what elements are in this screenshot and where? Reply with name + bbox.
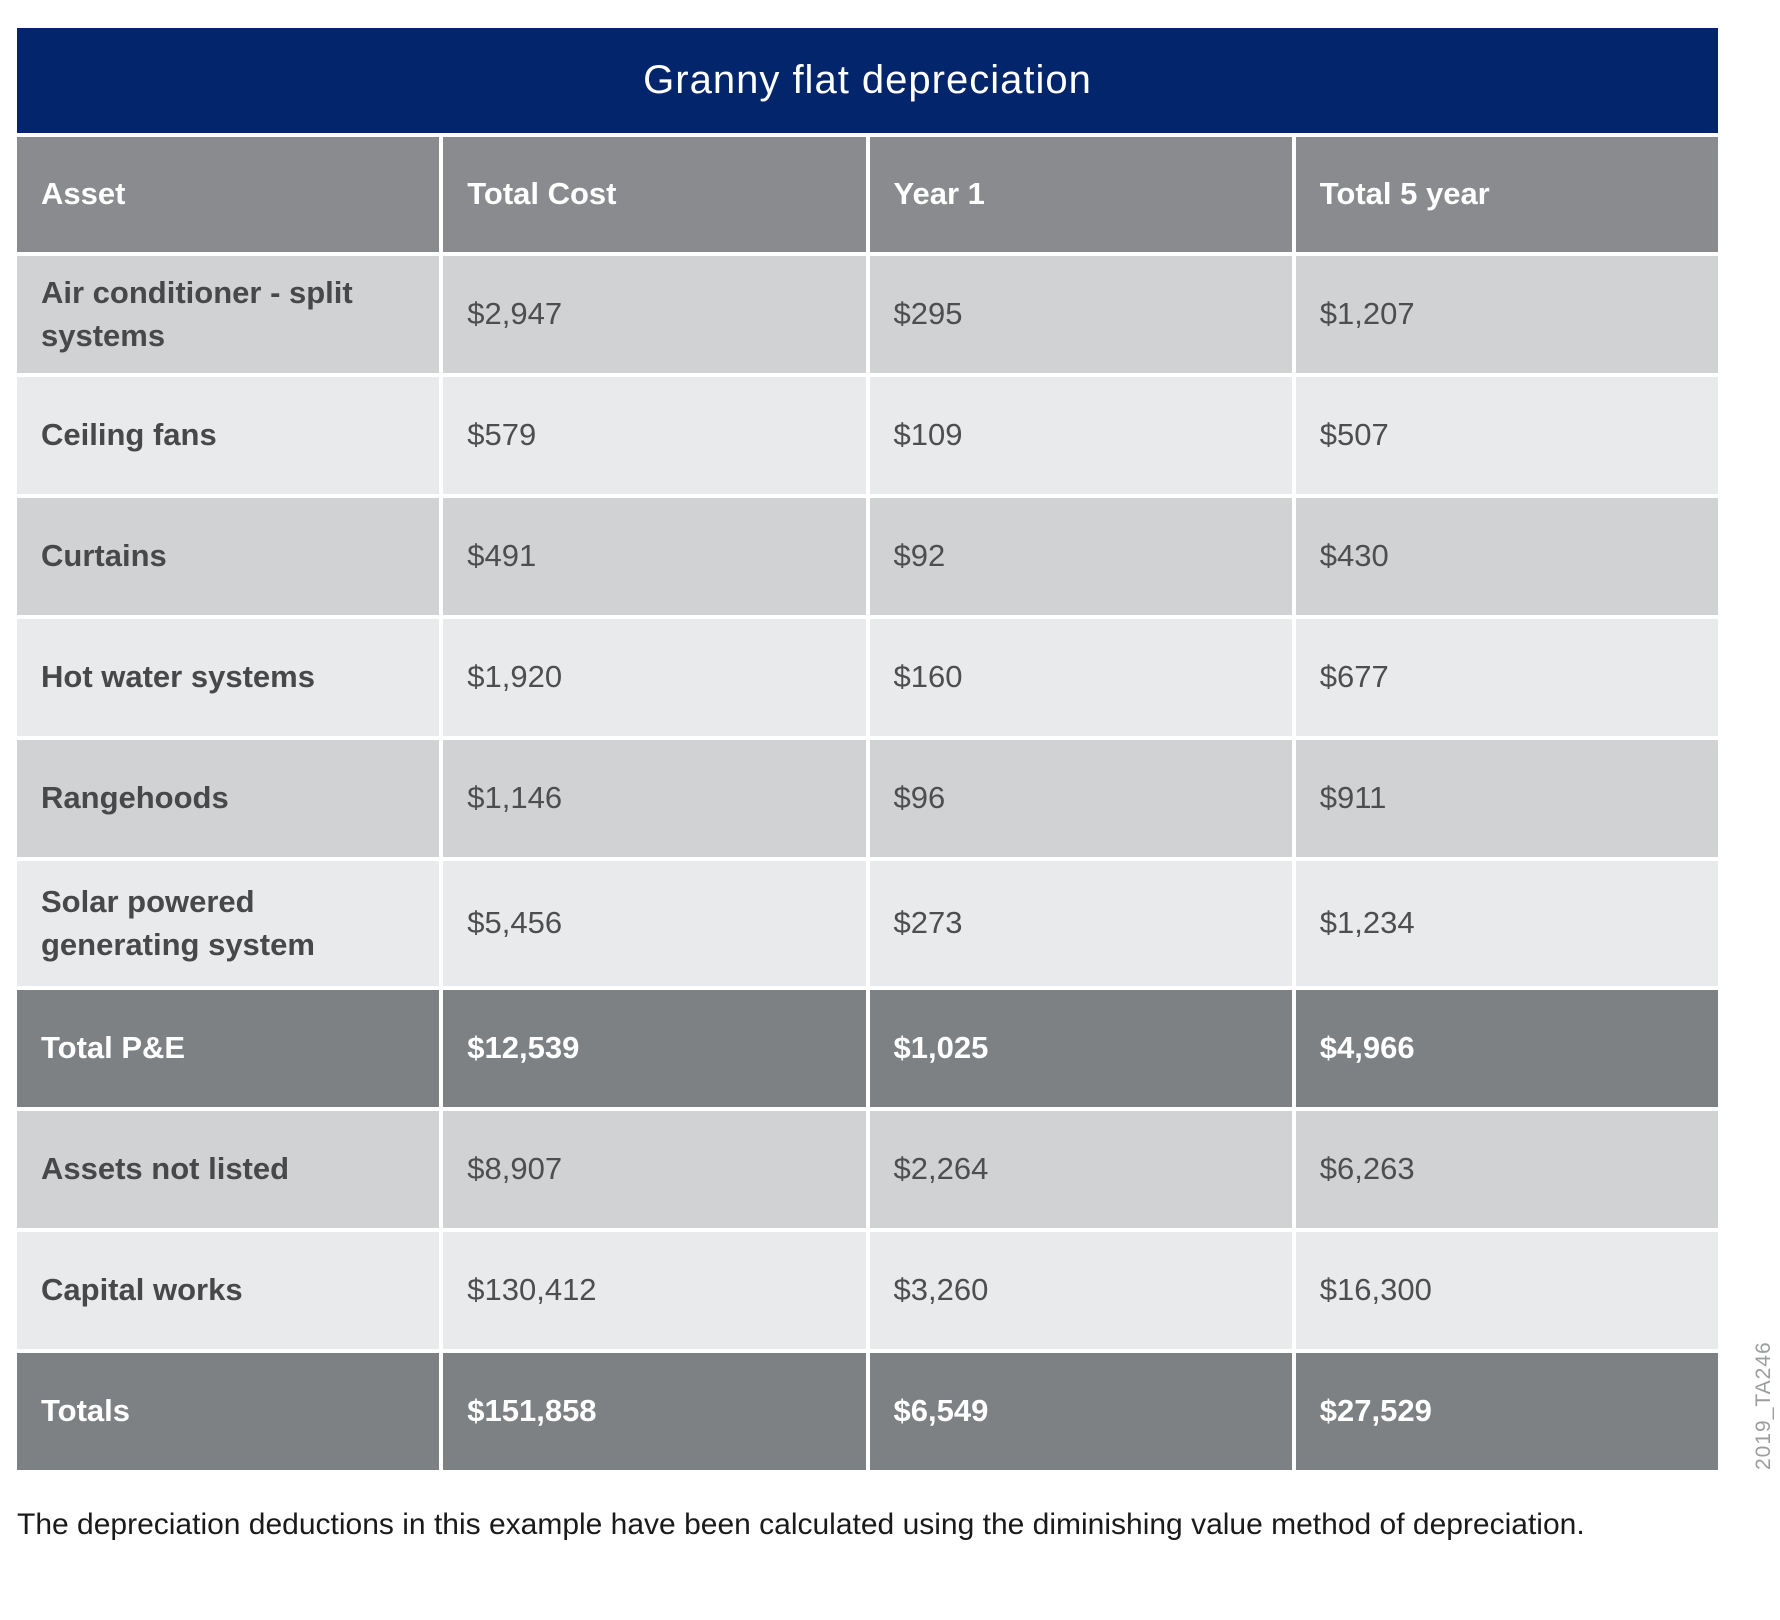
row-hot-water-asset: Hot water systems bbox=[17, 619, 440, 736]
table-title: Granny flat depreciation bbox=[643, 58, 1092, 102]
col-header-total-5-year: Total 5 year bbox=[1295, 137, 1718, 252]
row-air-conditioner-asset: Air conditioner - split systems bbox=[17, 256, 440, 373]
row-total-pe-total-cost: $12,539 bbox=[443, 990, 866, 1107]
row-solar-total-cost: $5,456 bbox=[443, 861, 866, 986]
row-curtains-asset: Curtains bbox=[17, 498, 440, 615]
row-hot-water-total-5-year: $677 bbox=[1295, 619, 1718, 736]
row-ceiling-fans-total-cost: $579 bbox=[443, 377, 866, 494]
col-header-total-cost: Total Cost bbox=[443, 137, 866, 252]
depreciation-table: Asset Total Cost Year 1 Total 5 year Air… bbox=[17, 137, 1718, 1470]
row-assets-not-listed-asset: Assets not listed bbox=[17, 1111, 440, 1228]
row-curtains-total-5-year: $430 bbox=[1295, 498, 1718, 615]
row-totals-asset: Totals bbox=[17, 1353, 440, 1470]
row-capital-works-year-1: $3,260 bbox=[869, 1232, 1292, 1349]
row-air-conditioner-total-5-year: $1,207 bbox=[1295, 256, 1718, 373]
row-assets-not-listed-year-1: $2,264 bbox=[869, 1111, 1292, 1228]
row-solar-asset: Solar powered generating system bbox=[17, 861, 440, 986]
row-rangehoods-total-5-year: $911 bbox=[1295, 740, 1718, 857]
col-header-asset: Asset bbox=[17, 137, 440, 252]
row-solar-total-5-year: $1,234 bbox=[1295, 861, 1718, 986]
row-total-pe-total-5-year: $4,966 bbox=[1295, 990, 1718, 1107]
row-ceiling-fans-asset: Ceiling fans bbox=[17, 377, 440, 494]
row-hot-water-total-cost: $1,920 bbox=[443, 619, 866, 736]
row-ceiling-fans-year-1: $109 bbox=[869, 377, 1292, 494]
row-curtains-year-1: $92 bbox=[869, 498, 1292, 615]
row-ceiling-fans-total-5-year: $507 bbox=[1295, 377, 1718, 494]
row-air-conditioner-year-1: $295 bbox=[869, 256, 1292, 373]
row-assets-not-listed-total-cost: $8,907 bbox=[443, 1111, 866, 1228]
document-code: 2019_TA246 bbox=[1752, 1341, 1775, 1470]
row-assets-not-listed-total-5-year: $6,263 bbox=[1295, 1111, 1718, 1228]
row-totals-year-1: $6,549 bbox=[869, 1353, 1292, 1470]
row-rangehoods-asset: Rangehoods bbox=[17, 740, 440, 857]
row-totals-total-cost: $151,858 bbox=[443, 1353, 866, 1470]
row-capital-works-asset: Capital works bbox=[17, 1232, 440, 1349]
row-capital-works-total-cost: $130,412 bbox=[443, 1232, 866, 1349]
row-totals-total-5-year: $27,529 bbox=[1295, 1353, 1718, 1470]
row-total-pe-year-1: $1,025 bbox=[869, 990, 1292, 1107]
footer-note: The depreciation deductions in this exam… bbox=[17, 1508, 1585, 1541]
row-curtains-total-cost: $491 bbox=[443, 498, 866, 615]
row-solar-year-1: $273 bbox=[869, 861, 1292, 986]
col-header-year-1: Year 1 bbox=[869, 137, 1292, 252]
row-total-pe-asset: Total P&E bbox=[17, 990, 440, 1107]
row-air-conditioner-total-cost: $2,947 bbox=[443, 256, 866, 373]
row-rangehoods-year-1: $96 bbox=[869, 740, 1292, 857]
table-title-bar: Granny flat depreciation bbox=[17, 28, 1718, 133]
row-hot-water-year-1: $160 bbox=[869, 619, 1292, 736]
row-capital-works-total-5-year: $16,300 bbox=[1295, 1232, 1718, 1349]
row-rangehoods-total-cost: $1,146 bbox=[443, 740, 866, 857]
